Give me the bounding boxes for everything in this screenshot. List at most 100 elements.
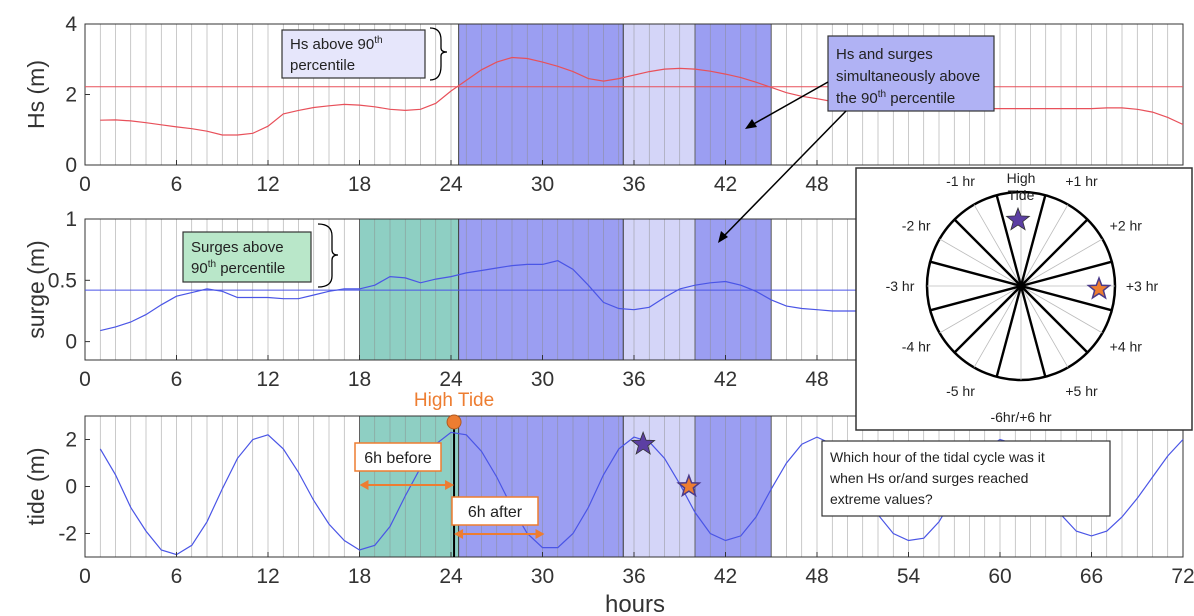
x-tick-label: 0 [79, 368, 91, 391]
x-tick-label: 24 [439, 368, 463, 391]
x-tick-label: 6 [171, 565, 183, 588]
clock-thin-line [973, 204, 1022, 287]
y-tick-label: -2 [58, 523, 77, 546]
x-tick-label: 24 [439, 173, 463, 196]
x-tick-label: 54 [897, 565, 921, 588]
orange-star-marker [676, 473, 702, 498]
clock-label: +1 hr [1065, 173, 1098, 189]
y-axis-label: surge (m) [23, 240, 49, 338]
x-tick-label: 42 [714, 368, 737, 391]
question-line-1: Which hour of the tidal cycle was it [830, 449, 1045, 465]
y-tick-label: 2 [65, 84, 77, 107]
y-axis-label: Hs (m) [23, 60, 49, 129]
both-note-line1: Hs and surges [836, 46, 933, 63]
both-arrowhead-1 [745, 119, 757, 129]
clock-thin-line [973, 285, 1022, 368]
hs-note-line2: percentile [290, 57, 355, 74]
clock-label: +2 hr [1110, 218, 1143, 234]
clock-label: -6hr/+6 hr [990, 409, 1051, 425]
x-tick-label: 18 [348, 368, 371, 391]
question-line-3: extreme values? [830, 491, 933, 507]
clock-sector-line [1020, 284, 1113, 312]
series-line [100, 56, 1184, 136]
x-tick-label: 6 [171, 173, 183, 196]
x-tick-label: 42 [714, 173, 737, 196]
clock-sector-line [995, 285, 1023, 378]
clock-purple-star [1005, 206, 1031, 231]
after-arrowhead [454, 529, 464, 539]
x-tick-label: 30 [531, 368, 554, 391]
clock-label-tide: Tide [1008, 187, 1035, 203]
clock-label: -4 hr [902, 339, 931, 355]
clock-sector-line [929, 284, 1022, 312]
after-label: 6h after [468, 504, 523, 521]
before-arrowhead [359, 480, 369, 490]
clock-sector-line [1020, 218, 1089, 287]
clock-thin-line [1020, 238, 1103, 287]
both-band [694, 415, 772, 558]
clock-thin-line [1020, 285, 1103, 334]
clock-thin-line [939, 238, 1022, 287]
surge-bracket [317, 223, 339, 288]
both-arrowhead-2 [718, 231, 728, 243]
clock-label: +4 hr [1110, 339, 1143, 355]
after-box [451, 496, 539, 526]
x-tick-label: 60 [988, 565, 1011, 588]
y-tick-label: 2 [65, 429, 77, 452]
x-tick-label: 18 [348, 565, 371, 588]
both-note-box [827, 35, 995, 112]
both-arrow-2 [721, 110, 847, 239]
clock-label: -3 hr [886, 278, 915, 294]
clock-label: -2 hr [902, 218, 931, 234]
x-tick-label: 66 [1080, 565, 1103, 588]
y-tick-label: 4 [65, 13, 77, 36]
high-tide-dot [446, 414, 462, 430]
x-tick-label: 12 [256, 173, 279, 196]
x-tick-label: 72 [1171, 565, 1194, 588]
clock-sector-line [1019, 194, 1047, 287]
hs-note-box [281, 29, 426, 79]
clock-sector-line [1020, 285, 1089, 354]
clock-label: +3 hr [1126, 278, 1159, 294]
x-tick-label: 36 [622, 173, 645, 196]
x-tick-label: 12 [256, 368, 279, 391]
before-box [354, 442, 442, 472]
both-band [458, 23, 624, 166]
x-tick-label: 30 [531, 565, 554, 588]
clock-sector-line [1019, 285, 1047, 378]
hs-note-line1: Hs above 90th [290, 35, 383, 53]
both-note-line3: the 90th percentile [836, 89, 955, 107]
clock-sector-line [929, 260, 1022, 288]
surge-note-line1: Surges above [191, 239, 284, 256]
y-tick-label: 0 [65, 476, 77, 499]
x-tick-label: 18 [348, 173, 371, 196]
surge-note-line2: 90th percentile [191, 259, 285, 277]
clock-thin-line [939, 285, 1022, 334]
surge-band [359, 218, 460, 361]
clock-thin-line [1020, 285, 1069, 368]
question-line-2: when Hs or/and surges reached [829, 470, 1028, 486]
y-axis-label: tide (m) [23, 448, 49, 526]
x-tick-label: 12 [256, 565, 279, 588]
y-tick-label: 0.5 [48, 269, 77, 292]
before-arrowhead [445, 480, 455, 490]
purple-star-marker [630, 431, 656, 455]
x-tick-label: 24 [439, 565, 463, 588]
clock-label: +5 hr [1065, 383, 1098, 399]
x-tick-label: 0 [79, 173, 91, 196]
y-tick-label: 0 [65, 331, 77, 354]
x-tick-label: 42 [714, 565, 737, 588]
after-arrowhead [535, 529, 545, 539]
x-tick-label: 30 [531, 173, 554, 196]
hs-bracket [429, 27, 448, 81]
clock-label-high: High [1007, 170, 1036, 186]
clock-sector-line [953, 285, 1022, 354]
x-tick-label: 0 [79, 565, 91, 588]
clock-sector-line [1020, 260, 1113, 288]
clock-label: -5 hr [946, 383, 975, 399]
y-tick-label: 0 [65, 154, 77, 177]
